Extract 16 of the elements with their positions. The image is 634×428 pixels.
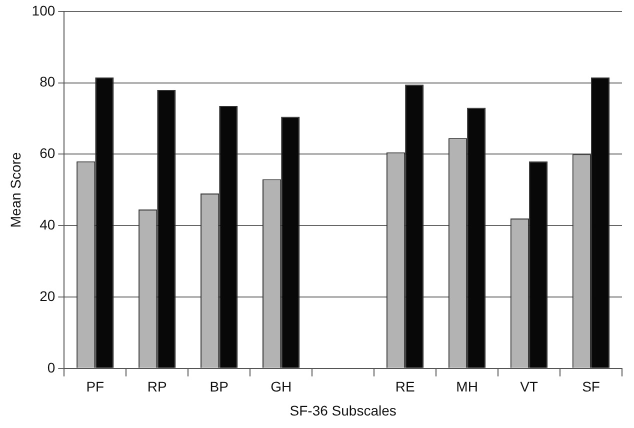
y-axis-title: Mean Score: [7, 152, 24, 228]
y-tick-label: 80: [40, 74, 56, 90]
x-tick-label: MH: [456, 378, 478, 395]
y-tick-label: 100: [32, 2, 56, 18]
x-tick-label: RE: [395, 378, 415, 395]
x-tick-label: PF: [86, 378, 104, 395]
x-tick-label: SF: [582, 378, 600, 395]
y-tick-label: 0: [47, 359, 56, 376]
x-tick-label: BP: [210, 378, 228, 395]
x-tick-label: GH: [270, 378, 292, 395]
y-tick-label: 40: [40, 216, 56, 232]
x-axis-title: SF-36 Subscales: [290, 402, 396, 418]
x-tick-label: VT: [520, 378, 538, 395]
x-tick-label: RP: [147, 378, 167, 395]
y-tick-label: 20: [40, 288, 56, 304]
y-tick-label: 60: [40, 145, 56, 162]
